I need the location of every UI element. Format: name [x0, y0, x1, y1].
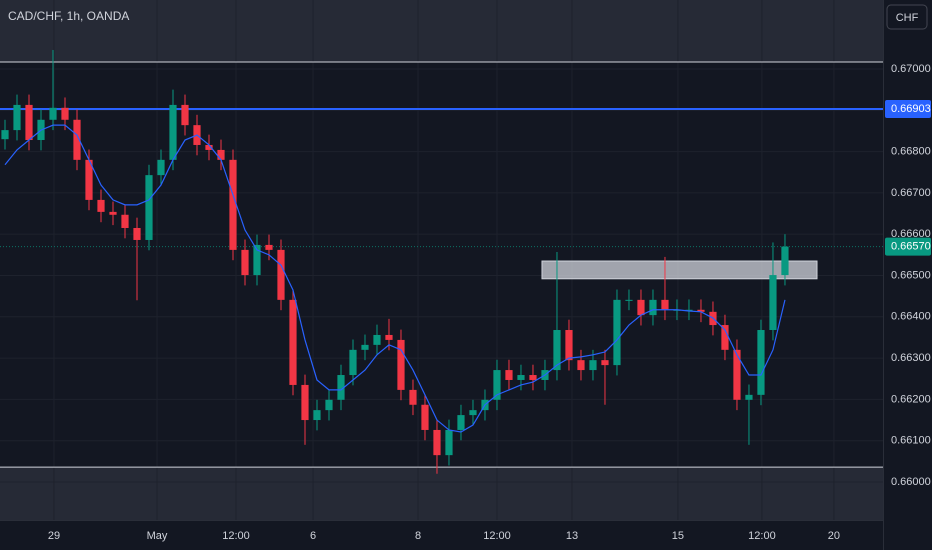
candle-body — [289, 299, 297, 385]
y-tick-label: 0.66100 — [891, 435, 931, 447]
candle-body — [625, 299, 633, 301]
candle-body — [385, 334, 393, 340]
x-tick-label: 13 — [566, 530, 578, 542]
candle-body — [133, 227, 141, 240]
candle-body — [205, 144, 213, 150]
candle-body — [337, 375, 345, 400]
x-tick-label: 12:00 — [222, 530, 250, 542]
candle-body — [181, 104, 189, 126]
range-shade — [0, 467, 883, 520]
candle-body — [265, 244, 273, 250]
candle-body — [301, 384, 309, 421]
candle-body — [685, 309, 693, 311]
candle-body — [97, 199, 105, 212]
candle-body — [733, 349, 741, 400]
y-tick-label: 0.66200 — [891, 393, 931, 405]
y-tick-label: 0.66400 — [891, 311, 931, 323]
candle-body — [637, 299, 645, 316]
candle-body — [325, 399, 333, 411]
candle-body — [73, 119, 81, 160]
y-tick-label: 0.66300 — [891, 352, 931, 364]
candle-body — [1, 130, 9, 140]
candle-body — [721, 325, 729, 350]
candle-body — [409, 389, 417, 405]
y-tick-label: 0.66000 — [891, 476, 931, 488]
candle-body — [613, 299, 621, 366]
currency-button[interactable] — [886, 4, 928, 30]
candle-body — [589, 360, 597, 371]
candle-body — [493, 370, 501, 400]
candle-body — [109, 211, 117, 215]
candle-body — [601, 360, 609, 366]
candle-body — [145, 175, 153, 240]
x-tick-label: 12:00 — [483, 530, 511, 542]
candle-body — [217, 149, 225, 160]
x-tick-label: May — [147, 530, 168, 542]
range-shade — [0, 0, 883, 62]
candle-body — [745, 394, 753, 400]
candle-body — [241, 249, 249, 276]
x-tick-label: 15 — [672, 530, 684, 542]
candle-body — [397, 339, 405, 390]
x-tick-label: 20 — [828, 530, 840, 542]
candle-body — [457, 415, 465, 430]
x-tick-label: 12:00 — [748, 530, 776, 542]
y-tick-label: 0.67000 — [891, 63, 931, 75]
currency-label[interactable]: CHF — [896, 12, 919, 24]
candle-body — [361, 344, 369, 350]
x-tick-label: 29 — [48, 530, 60, 542]
candle-body — [505, 370, 513, 380]
x-tick-label: 6 — [310, 530, 316, 542]
candle-body — [517, 375, 525, 380]
candle-body — [229, 159, 237, 250]
candle-body — [157, 159, 165, 176]
candle-body — [769, 275, 777, 331]
candle-body — [49, 107, 57, 120]
current-price-label: 0.66570 — [891, 240, 931, 252]
candle-body — [577, 360, 585, 371]
candle-body — [169, 104, 177, 160]
candle-body — [697, 309, 705, 312]
candle-body — [85, 159, 93, 200]
candle-body — [277, 249, 285, 300]
level-label: 0.66903 — [891, 103, 931, 115]
candle-body — [649, 299, 657, 316]
candle-body — [373, 334, 381, 345]
candle-body — [661, 299, 669, 310]
candle-body — [25, 104, 33, 141]
price-badge — [885, 237, 931, 256]
candle-body — [433, 429, 441, 456]
candle-body — [469, 410, 477, 416]
moving-average — [4, 124, 786, 433]
zone-box — [541, 260, 818, 280]
candle-body — [349, 349, 357, 376]
candle-body — [313, 410, 321, 421]
candle-body — [781, 246, 789, 276]
candle-body — [565, 330, 573, 361]
candle-body — [121, 214, 129, 228]
y-tick-label: 0.66800 — [891, 145, 931, 157]
plot-area — [0, 0, 883, 520]
level-badge — [885, 100, 931, 119]
chart-title: CAD/CHF, 1h, OANDA — [8, 9, 129, 23]
candle-body — [445, 429, 453, 456]
candle-body — [61, 107, 69, 120]
y-tick-label: 0.66700 — [891, 187, 931, 199]
candle-body — [757, 330, 765, 395]
candle-body — [553, 330, 561, 371]
candle-body — [421, 404, 429, 430]
y-tick-label: 0.66600 — [891, 228, 931, 240]
candle-body — [529, 375, 537, 380]
y-tick-label: 0.66500 — [891, 269, 931, 281]
x-tick-label: 8 — [415, 530, 421, 542]
candle-body — [253, 244, 261, 276]
candle-body — [13, 104, 21, 131]
